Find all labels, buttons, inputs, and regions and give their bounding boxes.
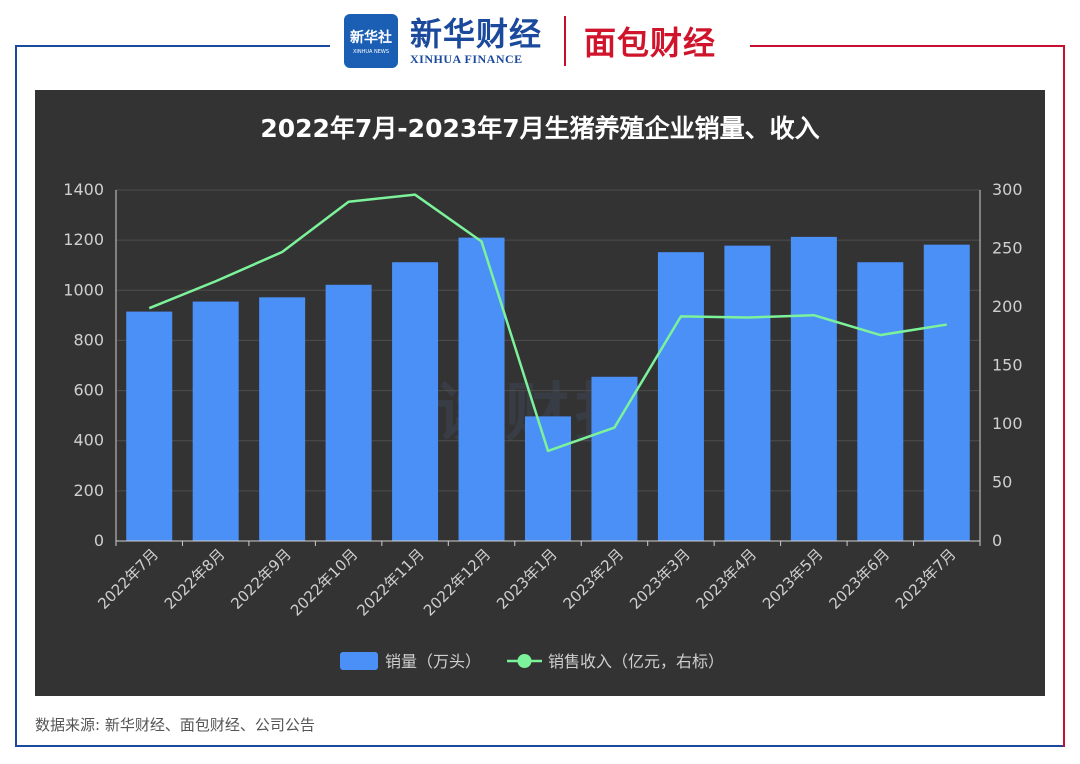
legend-label-bar: 销量（万头） — [385, 652, 481, 671]
x-tick-label: 2023年7月 — [892, 545, 960, 613]
bar — [192, 301, 239, 541]
bar — [259, 297, 306, 541]
y-right-tick-label: 50 — [992, 473, 1012, 492]
y-right-tick-label: 150 — [992, 356, 1023, 375]
frame-top-left — [15, 45, 330, 47]
legend-label-line: 销售收入（亿元，右标） — [548, 652, 724, 671]
xinhua-badge-text: 新华社 — [350, 30, 392, 46]
y-left-tick-label: 800 — [73, 330, 104, 349]
bar — [657, 252, 704, 542]
y-left-tick-label: 1400 — [63, 180, 104, 199]
frame-bottom — [15, 745, 1065, 747]
bar — [325, 284, 372, 541]
x-tick-label: 2023年3月 — [626, 545, 694, 613]
y-right-tick-label: 200 — [992, 297, 1023, 316]
x-tick-label: 2022年12月 — [420, 545, 494, 619]
source-note: 数据来源: 新华财经、面包财经、公司公告 — [35, 716, 315, 734]
bar — [857, 262, 904, 541]
legend-marker-line — [517, 654, 532, 668]
bar-series — [126, 236, 970, 542]
frame-top-right — [750, 45, 1065, 47]
y-left-tick-label: 1200 — [63, 230, 104, 249]
legend-swatch-bar — [340, 652, 378, 670]
x-tick-label: 2023年6月 — [825, 545, 893, 613]
chart-title: 2022年7月-2023年7月生猪养殖企业销量、收入 — [260, 114, 819, 143]
x-tick-label: 2022年9月 — [227, 545, 295, 613]
x-tick-label: 2022年8月 — [161, 545, 229, 613]
frame-left — [15, 45, 17, 747]
legend: 销量（万头） 销售收入（亿元，右标） — [340, 652, 724, 671]
y-right-tick-label: 0 — [992, 531, 1002, 550]
bar — [392, 262, 439, 541]
x-tick-label: 2023年1月 — [493, 545, 561, 613]
y-left-tick-label: 200 — [73, 481, 104, 500]
mianbao-finance-logo: 面包财经 — [584, 24, 717, 62]
y-right-tick-label: 300 — [992, 180, 1023, 199]
bar — [458, 237, 505, 541]
x-tick-label: 2023年4月 — [693, 545, 761, 613]
chart-panel: 读财报 2022年7月-2023年7月生猪养殖企业销量、收入 0 200 400 60… — [35, 90, 1045, 696]
frame-right — [1063, 45, 1065, 747]
x-tick-label: 2023年2月 — [560, 545, 628, 613]
y-left-tick-label: 600 — [73, 381, 104, 400]
bar — [126, 311, 173, 541]
line-series-path — [148, 193, 947, 453]
line-series — [148, 193, 947, 453]
y-left-tick-label: 400 — [73, 431, 104, 450]
x-tick-label: 2023年5月 — [759, 545, 827, 613]
header-logos: 新华社 XINHUA NEWS 新华财经 XINHUA FINANCE 面包财经 — [344, 8, 716, 74]
y-right-tick-label: 100 — [992, 414, 1023, 433]
logo-separator — [564, 16, 567, 66]
chart-svg: 读财报 2022年7月-2023年7月生猪养殖企业销量、收入 020040060… — [63, 114, 1023, 671]
y-left-tick-label: 1000 — [63, 280, 104, 299]
bar — [724, 245, 771, 541]
y-right-tick-label: 250 — [992, 239, 1023, 258]
xinhua-finance-en: XINHUA FINANCE — [410, 51, 523, 66]
x-tick-label: 2022年11月 — [353, 545, 427, 619]
x-tick-label: 2022年10月 — [287, 545, 361, 619]
xinhua-finance-cn: 新华财经 — [410, 14, 543, 53]
x-tick-label: 2022年7月 — [94, 545, 162, 613]
y-left-tick-label: 0 — [94, 531, 104, 550]
bar — [790, 236, 837, 541]
bar — [525, 416, 571, 541]
xinhua-badge-subtext: XINHUA NEWS — [352, 49, 390, 55]
xinhua-news-logo: 新华社 XINHUA NEWS — [344, 14, 398, 68]
xinhua-finance-logo: 新华财经 XINHUA FINANCE — [410, 16, 542, 67]
bar — [923, 244, 970, 542]
